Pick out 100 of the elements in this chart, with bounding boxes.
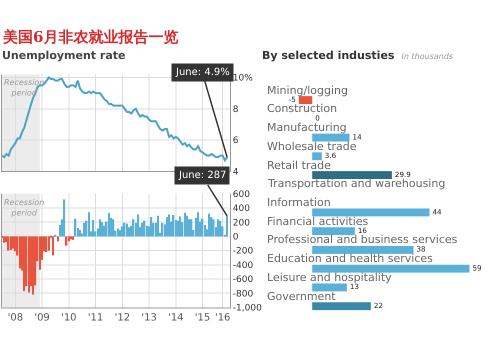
bar [99, 219, 101, 236]
bar [137, 214, 139, 236]
bar [201, 218, 204, 236]
bar [157, 216, 159, 236]
y-tick-label: Manufacturing [267, 121, 347, 134]
bar [312, 302, 371, 310]
bar [172, 215, 174, 236]
bar [226, 216, 228, 236]
bar [23, 236, 26, 292]
y-tick-label: Construction [267, 102, 338, 115]
y-tick-label: -200 [232, 246, 254, 257]
bar [92, 220, 94, 236]
bar [161, 222, 164, 236]
y-tick-label: -1,000 [232, 304, 262, 314]
bar [45, 236, 48, 252]
bar [312, 264, 470, 273]
bar [112, 219, 114, 236]
bar [63, 199, 66, 236]
bar [132, 219, 134, 236]
bar [74, 218, 76, 236]
bar [7, 236, 10, 251]
y-tick-label: 200 [232, 218, 250, 228]
bar [141, 222, 144, 236]
data-label: -5 [288, 94, 296, 104]
bar [190, 219, 192, 236]
data-label: 0 [315, 114, 320, 123]
bar [143, 220, 146, 236]
y-tick-label: Education and health services [267, 252, 434, 265]
data-label: 38 [416, 244, 426, 254]
bar [208, 214, 210, 236]
y-tick-label: Financial activities [267, 215, 369, 228]
x-tick-label: '12 [114, 312, 130, 324]
bar [19, 236, 21, 268]
line-series [2, 76, 228, 162]
bar [212, 219, 215, 236]
y-tick-label: 8 [232, 104, 239, 115]
y-tick-label: Government [267, 290, 336, 303]
bar [101, 222, 104, 236]
bar [14, 236, 16, 252]
bar [166, 217, 168, 236]
bar [312, 208, 430, 216]
bar [88, 212, 90, 236]
bar [312, 246, 414, 254]
bar [121, 226, 124, 236]
bar [123, 222, 126, 236]
bar [52, 236, 54, 256]
x-tick-label: '11 [88, 312, 104, 324]
bar [217, 219, 220, 236]
bar [65, 236, 68, 246]
bar [28, 236, 30, 292]
y-tick-label: 4 [232, 167, 239, 178]
data-label: 16 [358, 226, 368, 235]
data-label: 3.6 [324, 151, 337, 160]
bar [197, 212, 199, 236]
x-tick-label: '10 [61, 312, 77, 324]
y-tick-label: 10% [232, 74, 254, 84]
y-tick-label: -600 [232, 275, 254, 286]
data-label: 14 [352, 132, 362, 142]
y-tick-label: Retail trade [267, 159, 332, 172]
bar [219, 220, 222, 236]
bar [150, 217, 152, 236]
data-label: 13 [350, 282, 359, 292]
chart-subtitle: Unemployment rate [2, 49, 126, 62]
y-tick-label: 0 [232, 232, 239, 243]
bar [184, 212, 186, 236]
y-tick-label: Information [267, 196, 331, 209]
bar [298, 96, 312, 104]
chart-subtitle: In thousands [401, 52, 453, 61]
bar [312, 171, 392, 179]
bar [188, 219, 190, 236]
bar [10, 236, 12, 250]
chart-title: By selected industies [262, 49, 395, 62]
chart-title: 美国6月非农就业报告一览 [2, 28, 178, 46]
bar [312, 283, 347, 292]
annotation: June: 287 [178, 170, 226, 181]
bar [179, 216, 182, 236]
bar [312, 134, 350, 142]
y-tick-label: 600 [232, 190, 250, 200]
bar [119, 230, 121, 236]
x-tick-label: '09 [34, 312, 50, 324]
band-label: Recession period [4, 198, 44, 218]
bar [117, 228, 119, 236]
x-tick-label: '15 [194, 312, 210, 324]
bar [126, 224, 128, 236]
bar [312, 152, 322, 160]
data-label: 29.9 [394, 170, 412, 179]
y-tick-label: -400 [232, 260, 254, 271]
y-tick-label: Mining/logging [267, 84, 348, 97]
y-tick-label: Leisure and hospitality [267, 271, 392, 284]
x-tick-label: '14 [168, 312, 184, 324]
bar [312, 227, 355, 236]
bar [108, 212, 110, 236]
x-tick-label: '13 [141, 312, 157, 324]
y-tick-label: -800 [232, 289, 254, 300]
bar [57, 236, 59, 242]
annotation: June: 4.9% [175, 67, 230, 78]
bar [168, 214, 170, 236]
y-tick-label: Professional and business services [267, 233, 458, 246]
data-label: 59 [472, 263, 482, 272]
bar [72, 236, 74, 240]
